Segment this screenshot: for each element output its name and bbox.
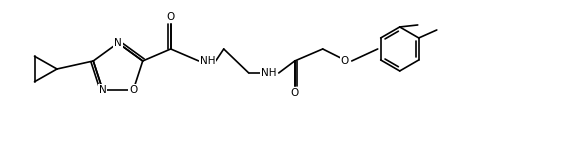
Text: NH: NH	[261, 68, 276, 78]
Text: O: O	[167, 12, 175, 22]
Text: O: O	[291, 88, 299, 98]
Text: N: N	[114, 38, 122, 48]
Text: N: N	[99, 85, 106, 95]
Text: O: O	[129, 85, 137, 95]
Text: O: O	[341, 56, 349, 66]
Text: NH: NH	[200, 56, 216, 66]
